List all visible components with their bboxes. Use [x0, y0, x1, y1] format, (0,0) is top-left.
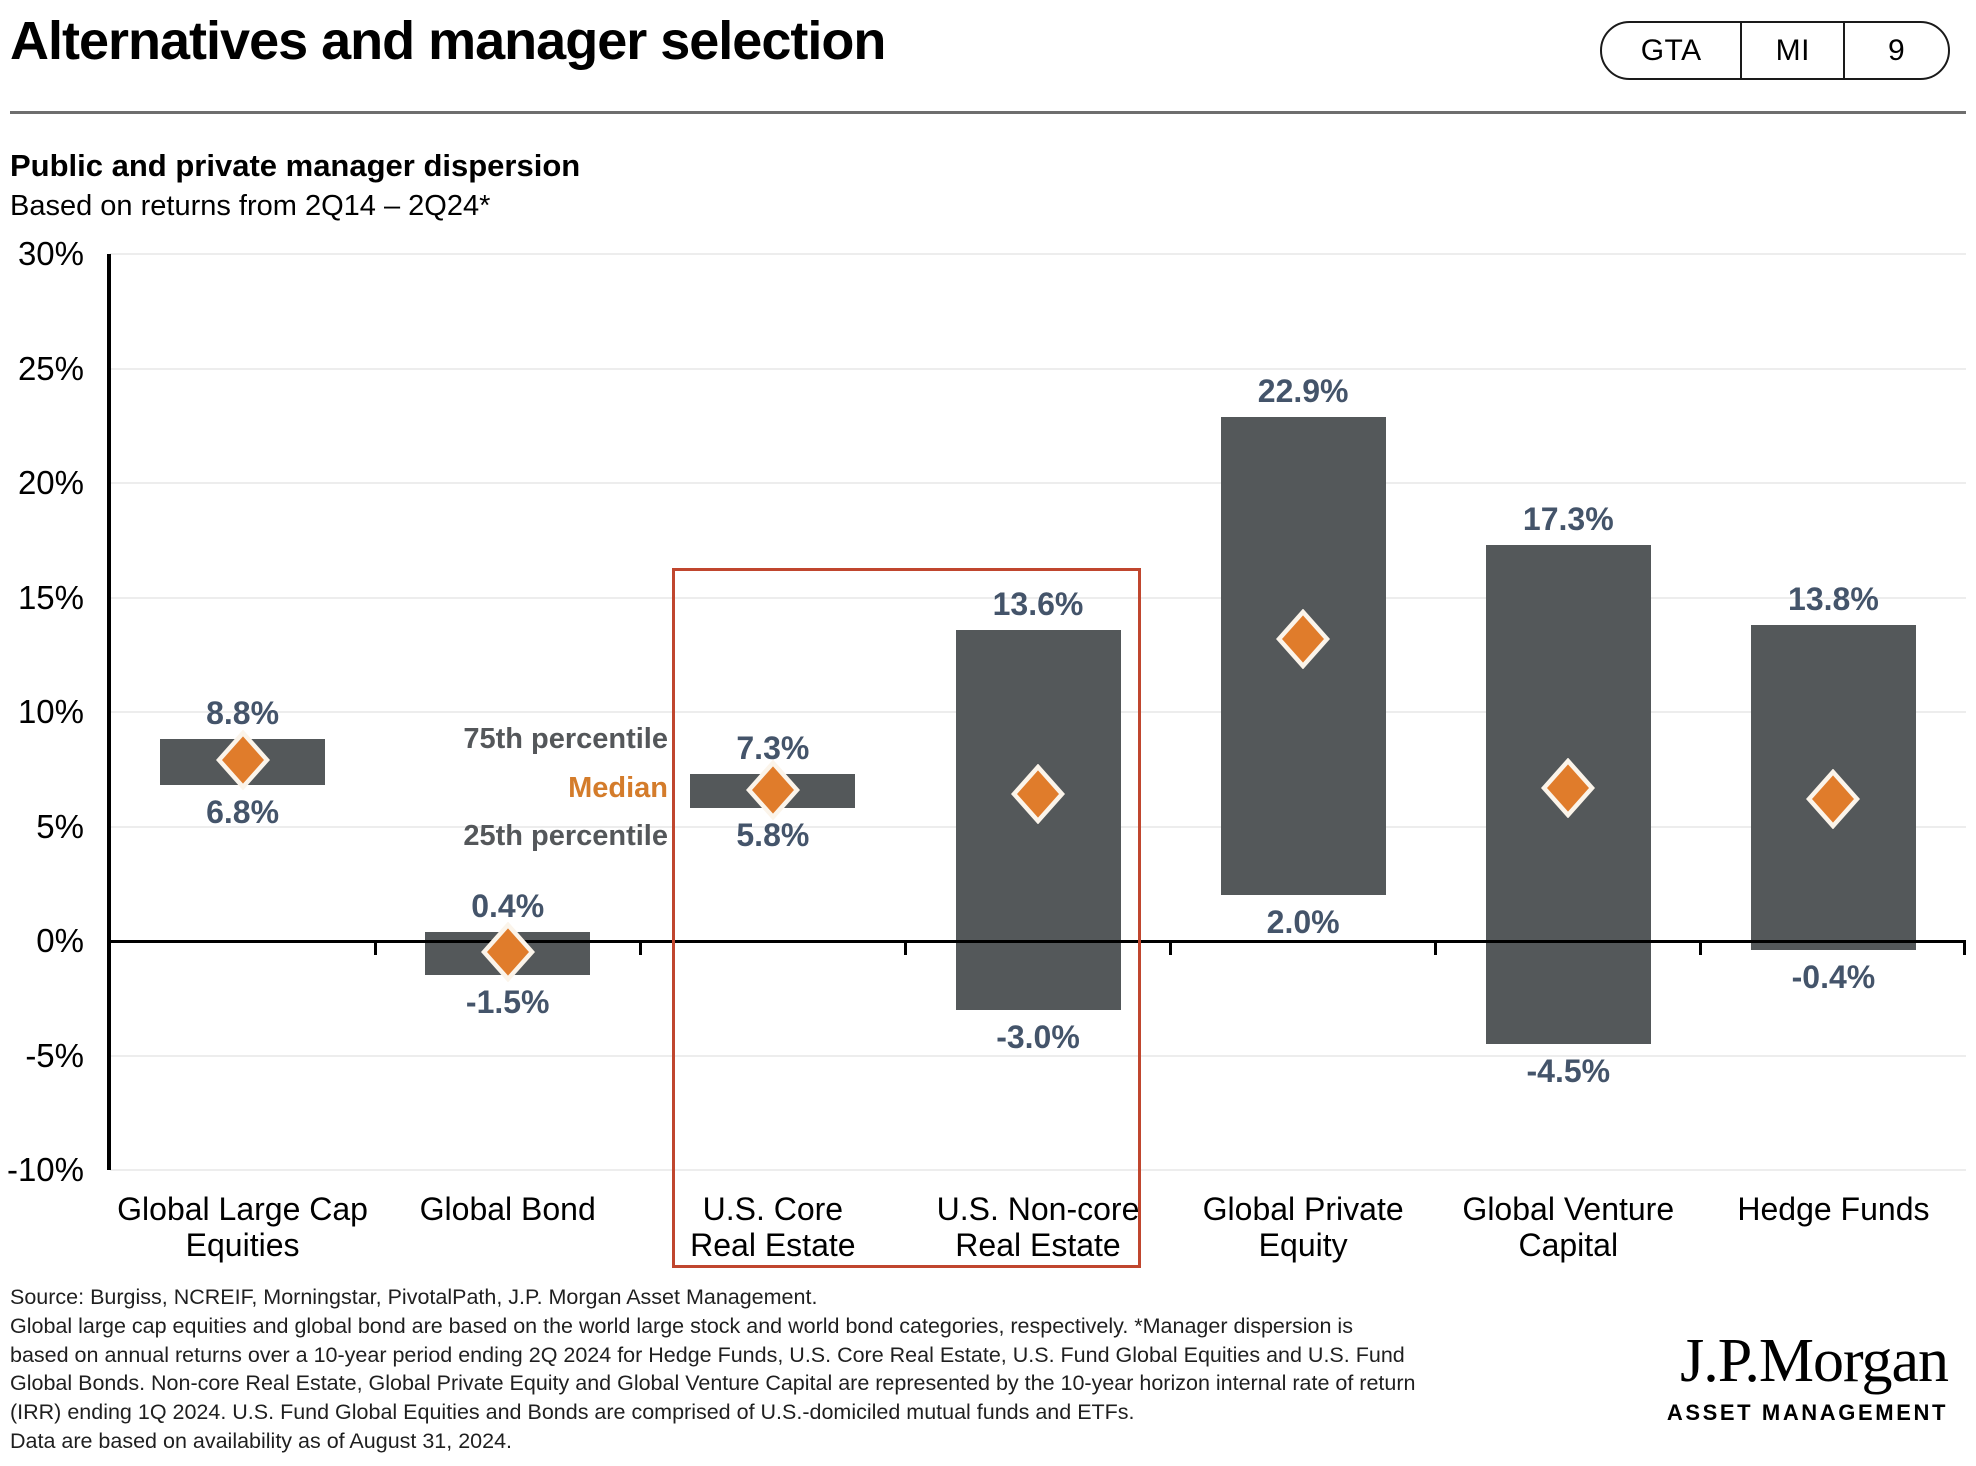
x-axis-zero-line	[110, 939, 1966, 943]
gridline	[110, 1054, 1966, 1057]
y-axis-label: 5%	[36, 807, 84, 845]
data-availability-note: Data are based on availability as of Aug…	[10, 1428, 513, 1453]
p75-value-label: 0.4%	[471, 887, 545, 924]
p25-value-label: 2.0%	[1266, 904, 1340, 941]
category-label: Global Bond	[419, 1191, 596, 1227]
p25-value-label: -3.0%	[996, 1018, 1080, 1055]
y-axis-label: 15%	[17, 578, 84, 616]
slide-badge: GTA MI 9	[1600, 21, 1950, 80]
highlight-box	[672, 568, 1141, 1268]
y-axis-line	[107, 254, 111, 1170]
gridline	[110, 596, 1966, 599]
category-label: Global Large Cap Equities	[117, 1191, 368, 1263]
badge-cell-page-number: 9	[1843, 23, 1948, 78]
x-axis-tick	[1434, 941, 1438, 955]
category-label: U.S. Non-core Real Estate	[936, 1191, 1140, 1263]
median-diamond-marker	[745, 759, 800, 821]
p25-value-label: 5.8%	[736, 817, 810, 854]
x-axis-tick	[1963, 941, 1966, 955]
legend-75th-percentile: 75th percentile	[463, 723, 668, 755]
y-axis-label: 25%	[17, 349, 84, 387]
p75-value-label: 13.8%	[1788, 580, 1879, 617]
median-diamond-marker	[1541, 757, 1596, 818]
p75-value-label: 22.9%	[1257, 372, 1349, 409]
chart-subtitle: Based on returns from 2Q14 – 2Q24*	[10, 190, 491, 222]
y-axis-label: 0%	[36, 922, 84, 959]
chart-title: Public and private manager dispersion	[10, 148, 581, 183]
p75-value-label: 8.8%	[206, 695, 280, 732]
notes-text: Global large cap equities and global bon…	[10, 1313, 1416, 1425]
gridline	[110, 482, 1966, 484]
median-diamond-marker	[1276, 608, 1331, 670]
median-diamond-marker	[1010, 764, 1066, 825]
footnote-block: Source: Burgiss, NCREIF, Morningstar, Pi…	[10, 1283, 1610, 1456]
p75-value-label: 17.3%	[1522, 500, 1614, 537]
legend-median: Median	[568, 772, 668, 804]
badge-cell-gta: GTA	[1640, 33, 1702, 67]
y-axis-label: -5%	[25, 1036, 84, 1074]
median-diamond-marker	[480, 922, 535, 983]
y-axis-label: -10%	[6, 1151, 84, 1188]
gridline	[110, 1169, 1966, 1171]
category-label: Global Private Equity	[1202, 1191, 1404, 1263]
x-axis-tick	[1169, 941, 1173, 955]
p25-value-label: -1.5%	[465, 984, 550, 1021]
header-divider	[10, 111, 1966, 114]
category-label: Hedge Funds	[1737, 1191, 1930, 1227]
x-axis-tick	[638, 941, 642, 955]
asset-management-label: ASSET MANAGEMENT	[1666, 1400, 1948, 1425]
jpmorgan-wordmark: J.P.Morgan	[1680, 1327, 1949, 1395]
source-line: Source: Burgiss, NCREIF, Morningstar, Pi…	[10, 1285, 818, 1309]
y-axis-label: 30%	[17, 235, 84, 272]
p25-value-label: -0.4%	[1791, 959, 1876, 996]
gridline	[110, 367, 1966, 370]
gridline	[110, 253, 1966, 255]
badge-cell-mi: MI	[1740, 23, 1843, 78]
y-axis-label: 10%	[17, 693, 84, 730]
median-diamond-marker	[1806, 768, 1861, 830]
category-label: U.S. Core Real Estate	[690, 1191, 856, 1263]
legend-25th-percentile: 25th percentile	[463, 820, 668, 852]
x-axis-tick	[373, 941, 377, 955]
median-diamond-marker	[215, 729, 270, 791]
x-axis-tick	[1699, 941, 1703, 955]
p25-value-label: 6.8%	[206, 794, 280, 831]
p75-value-label: 13.6%	[992, 585, 1084, 622]
p25-value-label: -4.5%	[1526, 1053, 1611, 1090]
category-label: Global Venture Capital	[1462, 1191, 1675, 1263]
x-axis-tick	[903, 941, 907, 955]
y-axis-label: 20%	[17, 464, 84, 501]
jpmorgan-logo: J.P.Morgan ASSET MANAGEMENT	[1666, 1327, 1949, 1426]
page-title: Alternatives and manager selection	[10, 11, 886, 71]
